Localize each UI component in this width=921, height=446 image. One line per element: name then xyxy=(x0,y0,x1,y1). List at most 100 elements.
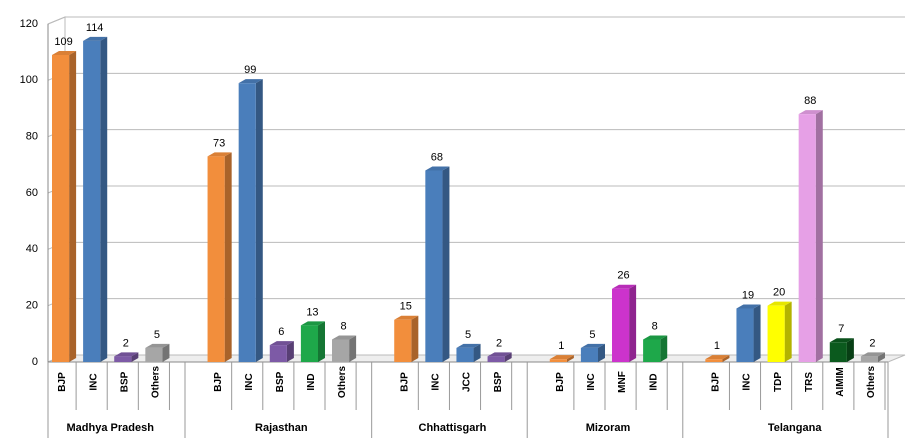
bar-side xyxy=(318,321,325,362)
value-label: 5 xyxy=(154,329,160,341)
value-label: 109 xyxy=(54,36,72,48)
bar xyxy=(83,40,101,363)
x-tick-label: BSP xyxy=(119,371,130,392)
bar-side xyxy=(100,36,108,363)
x-tick-label: Others xyxy=(337,365,348,398)
bar-side xyxy=(815,110,823,362)
bar-side xyxy=(286,341,294,362)
group-label: Chhattisgarh xyxy=(419,422,487,434)
bar xyxy=(643,339,661,362)
bar xyxy=(456,347,474,362)
bar-top xyxy=(798,110,823,115)
value-label: 8 xyxy=(652,320,658,332)
x-tick-label: BJP xyxy=(213,372,224,392)
group-label: Madhya Pradesh xyxy=(67,422,155,434)
value-label: 2 xyxy=(869,337,875,349)
x-tick-label: INC xyxy=(88,373,99,390)
y-tick-label: 0 xyxy=(32,356,38,368)
bar xyxy=(114,356,132,362)
x-tick-label: INC xyxy=(586,373,597,390)
value-label: 7 xyxy=(838,323,844,335)
y-tick-label: 40 xyxy=(26,243,38,255)
grid-line xyxy=(47,185,905,194)
x-tick-label: JCC xyxy=(462,372,473,392)
bar-top xyxy=(114,352,139,357)
x-tick-label: BJP xyxy=(555,372,566,392)
y-tick-label: 80 xyxy=(26,131,38,143)
bar-top xyxy=(705,355,730,360)
bar-side xyxy=(722,355,730,362)
value-label: 15 xyxy=(400,301,412,313)
value-label: 20 xyxy=(773,287,785,299)
bar-top xyxy=(456,343,481,348)
x-tick-label: IND xyxy=(306,373,317,390)
bar-side xyxy=(411,315,419,362)
value-label: 99 xyxy=(244,64,256,76)
bar-top xyxy=(238,79,263,84)
bar xyxy=(829,342,847,362)
value-label: 6 xyxy=(278,326,284,338)
bar-top xyxy=(394,315,419,320)
x-tick-label: INC xyxy=(742,373,753,390)
x-tick-label: Others xyxy=(151,365,162,398)
bar-side xyxy=(69,50,77,362)
bar-top xyxy=(269,341,294,346)
grid-line xyxy=(47,129,905,138)
y-tick-label: 60 xyxy=(26,187,38,199)
value-label: 68 xyxy=(431,151,443,163)
bar xyxy=(300,325,318,362)
value-label: 19 xyxy=(742,289,754,301)
bar-side xyxy=(131,352,139,362)
bar-top xyxy=(487,352,512,357)
group-label: Mizoram xyxy=(586,422,631,434)
bar xyxy=(580,347,598,362)
bar xyxy=(52,54,70,362)
bar-side xyxy=(878,352,885,362)
bar xyxy=(767,305,785,362)
y-tick-label: 20 xyxy=(26,300,38,312)
x-tick-label: TDP xyxy=(773,372,784,392)
bar xyxy=(238,83,256,363)
bar-top xyxy=(207,152,232,157)
y-tick-label: 100 xyxy=(20,74,38,86)
value-label: 2 xyxy=(496,337,502,349)
x-tick-label: BJP xyxy=(399,372,410,392)
bar xyxy=(269,345,287,362)
value-label: 114 xyxy=(86,22,104,34)
bar xyxy=(860,356,878,362)
bar-side xyxy=(629,284,637,362)
x-tick-label: BSP xyxy=(275,371,286,392)
bar-top xyxy=(612,284,637,289)
x-tick-label: BSP xyxy=(493,371,504,392)
bar-side xyxy=(660,335,668,362)
bar xyxy=(207,156,225,362)
bar-side xyxy=(224,152,232,362)
bar xyxy=(549,359,567,362)
bar-top xyxy=(425,166,450,171)
value-label: 5 xyxy=(589,329,595,341)
x-tick-label: TRS xyxy=(804,372,815,392)
bar-side xyxy=(566,355,574,362)
value-label: 13 xyxy=(306,306,318,318)
bar-side xyxy=(504,352,512,362)
bar-top xyxy=(52,50,77,55)
bar-side xyxy=(442,166,450,362)
bar-side xyxy=(349,335,357,362)
x-tick-label: IND xyxy=(648,373,659,390)
bar-top xyxy=(83,36,108,41)
bar-top xyxy=(332,335,357,340)
bar-side xyxy=(162,343,170,362)
bar-side xyxy=(473,343,481,362)
bar-top xyxy=(860,352,885,357)
bar-side xyxy=(598,343,605,362)
value-label: 1 xyxy=(714,340,720,352)
bar-top xyxy=(580,343,605,348)
x-tick-label: AIMIM xyxy=(835,367,846,396)
bar xyxy=(705,359,723,362)
bar-side xyxy=(255,79,263,363)
value-label: 8 xyxy=(340,320,346,332)
bar xyxy=(332,339,350,362)
bar-side xyxy=(753,304,761,362)
bar-top xyxy=(549,355,574,360)
